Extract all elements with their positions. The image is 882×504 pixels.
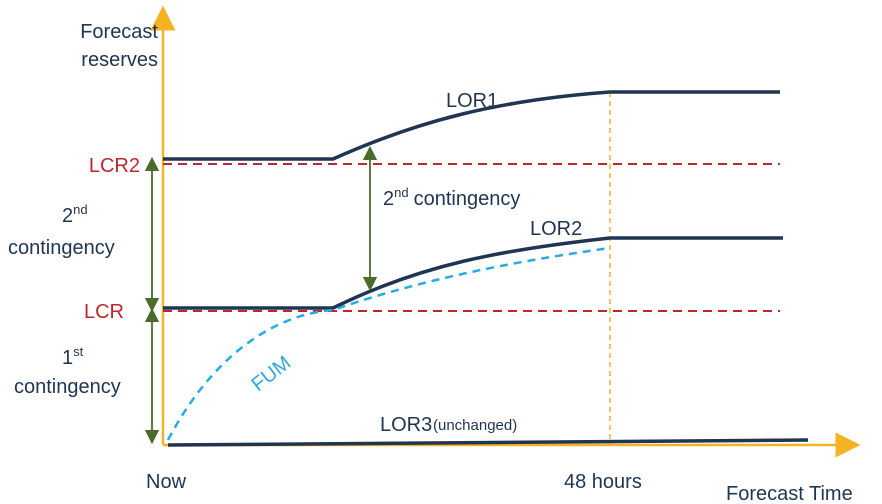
range-label: contingency (14, 376, 121, 398)
lor1-curve (163, 90, 780, 161)
level-label: LCR (84, 301, 124, 323)
range-suffix: nd (73, 202, 87, 217)
range-number: 1 (62, 347, 73, 369)
range-label: 1st (62, 344, 84, 369)
range-suffix: nd (394, 185, 408, 200)
y-axis-label: Forecast (80, 21, 158, 43)
lor2-curve (163, 236, 783, 310)
level-label: LCR2 (89, 155, 140, 177)
range-number: 2 (383, 188, 394, 210)
range-label: 2nd (62, 202, 88, 227)
curve-label: FUM (248, 352, 296, 396)
range-text: contingency (414, 188, 521, 210)
lor3-curve (167, 438, 809, 447)
curve-label: LOR1 (446, 90, 498, 112)
fum-curve (166, 246, 611, 441)
range-suffix: st (73, 344, 84, 359)
x-axis-label: Forecast Time (726, 483, 853, 504)
range-label: contingency (8, 237, 115, 259)
y-axis-label: reserves (81, 49, 158, 71)
x-start-label: Now (146, 471, 187, 493)
curve-note: (unchanged) (433, 417, 517, 434)
range-label: 2nd contingency (383, 185, 520, 210)
curve-label: LOR2 (530, 218, 582, 240)
x-mark-label: 48 hours (564, 471, 642, 493)
curve-label: LOR3 (380, 414, 432, 436)
range-number: 2 (62, 205, 73, 227)
